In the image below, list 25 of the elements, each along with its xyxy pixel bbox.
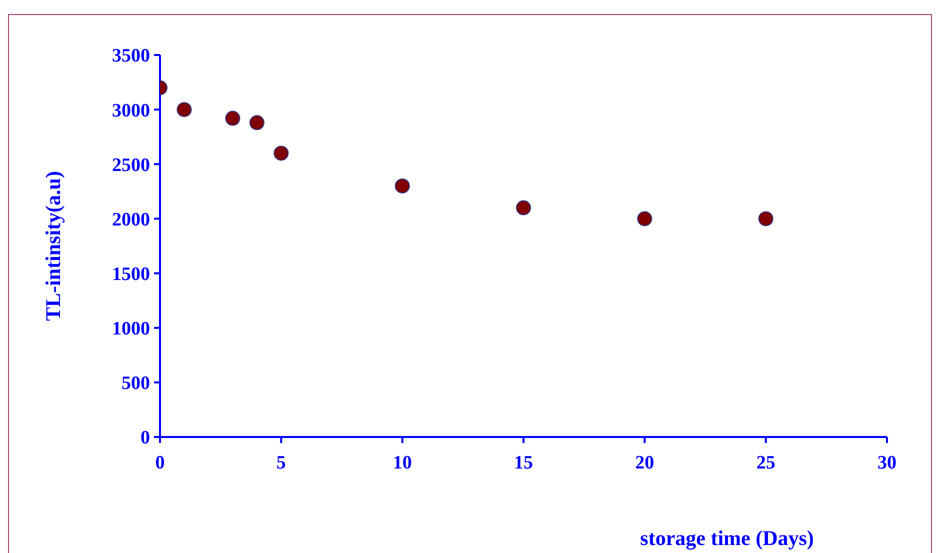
point	[274, 146, 289, 161]
point	[637, 211, 652, 226]
y-tick-label: 0	[140, 428, 150, 449]
y-tick-label: 1000	[112, 318, 150, 340]
y-tick-label: 500	[122, 373, 150, 394]
y-tick-label: 2500	[112, 154, 150, 176]
x-tick-label: 0	[155, 452, 165, 474]
y-tick-label: 3000	[112, 100, 150, 122]
x-tick-label: 15	[514, 452, 533, 474]
x-tick-label: 10	[392, 452, 412, 474]
x-tick-label: 25	[756, 452, 776, 474]
y-tick-label: 3500	[112, 46, 150, 67]
y-tick-label: 2000	[112, 209, 150, 230]
y-tick-label: 1500	[112, 264, 150, 286]
x-tick-label: 20	[635, 452, 654, 474]
x-axis-title: storage time (Days)	[640, 526, 814, 550]
point	[394, 178, 410, 194]
point	[249, 115, 264, 130]
point	[758, 211, 774, 226]
point	[516, 200, 531, 216]
y-axis-title: TL-intinsity(a.u)	[41, 171, 65, 321]
x-tick-label: 5	[276, 452, 286, 474]
point	[176, 102, 192, 118]
point	[225, 110, 240, 126]
x-tick-label: 30	[878, 452, 896, 474]
